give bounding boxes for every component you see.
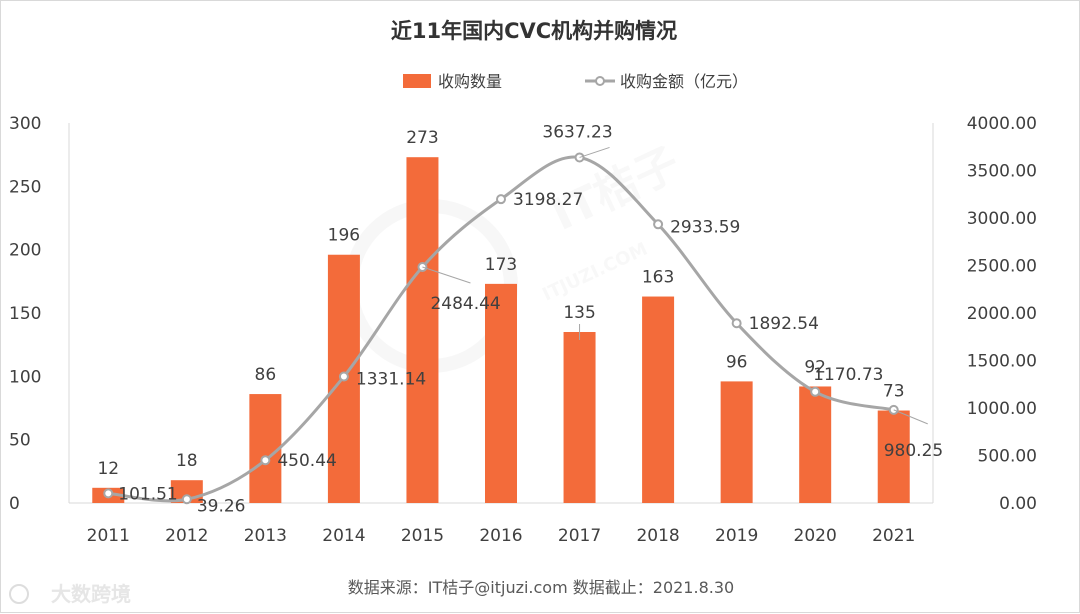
- line-value-label: 980.25: [884, 441, 943, 461]
- line-point: [496, 194, 506, 205]
- y-right-tick-label: 0.00: [999, 494, 1037, 514]
- x-tick-label: 2018: [636, 526, 679, 546]
- legend: 收购数量 收购金额（亿元）: [403, 72, 748, 91]
- chart-title: 近11年国内CVC机构并购情况: [391, 19, 677, 43]
- bar: [563, 332, 596, 503]
- x-tick-label: 2021: [872, 526, 915, 546]
- line-value-label: 1331.14: [356, 370, 426, 390]
- line-value-label: 2484.44: [430, 294, 500, 314]
- axes: 0501001502002503000.00500.001000.001500.…: [9, 114, 1037, 546]
- bar-value-label: 73: [883, 382, 905, 402]
- bar-value-label: 12: [97, 459, 119, 479]
- x-tick-label: 2012: [165, 526, 208, 546]
- y-right-tick-label: 3000.00: [967, 209, 1037, 229]
- bar-value-label: 173: [485, 255, 517, 275]
- bar-value-label: 196: [328, 226, 360, 246]
- line-value-label: 450.44: [277, 451, 336, 471]
- x-tick-label: 2011: [87, 526, 130, 546]
- y-left-tick-label: 0: [9, 494, 20, 514]
- source-note: 数据来源：IT桔子@itjuzi.com 数据截止：2021.8.30: [348, 578, 734, 597]
- line-value-label: 3637.23: [542, 122, 612, 142]
- bar-value-label: 135: [563, 303, 595, 323]
- y-right-tick-label: 500.00: [978, 447, 1037, 467]
- line-value-label: 2933.59: [670, 217, 740, 237]
- legend-bar-swatch: [403, 74, 431, 88]
- bar-value-label: 163: [642, 268, 674, 288]
- corner-watermark-text: 大数跨境: [51, 582, 131, 606]
- x-tick-label: 2015: [401, 526, 444, 546]
- bar-value-label: 273: [406, 128, 438, 148]
- line-point: [731, 318, 742, 329]
- corner-logo-icon: [9, 584, 29, 604]
- legend-bar-label: 收购数量: [438, 72, 502, 91]
- leader-line: [422, 266, 471, 284]
- watermark-subtext: ITJUZI.COM: [539, 239, 651, 306]
- bar: [877, 410, 910, 503]
- y-left-tick-label: 250: [9, 177, 41, 197]
- y-left-tick-label: 50: [9, 431, 31, 451]
- bar: [642, 296, 675, 503]
- y-left-tick-label: 200: [9, 241, 41, 261]
- legend-line-label: 收购金额（亿元）: [620, 72, 748, 91]
- bar-value-label: 96: [726, 352, 748, 372]
- line-value-label: 1170.73: [813, 365, 883, 385]
- leader-line: [893, 409, 928, 425]
- data-labels: 12 18 86 196 273 173 135 163 96 92 73 101.51 39.26 45…: [97, 122, 943, 516]
- y-left-tick-label: 300: [9, 114, 41, 134]
- line-value-label: 3198.27: [513, 190, 583, 210]
- x-tick-label: 2013: [244, 526, 287, 546]
- bar: [720, 381, 753, 503]
- legend-line-marker: [595, 76, 605, 86]
- line-point: [103, 488, 114, 499]
- corner-watermark: 大数跨境: [9, 582, 131, 606]
- y-right-tick-label: 4000.00: [967, 114, 1037, 134]
- bar-value-label: 86: [255, 365, 277, 385]
- y-left-tick-label: 150: [9, 304, 41, 324]
- bar: [799, 386, 832, 503]
- y-right-tick-label: 3500.00: [967, 162, 1037, 182]
- line-value-label: 39.26: [197, 496, 246, 516]
- x-tick-label: 2017: [558, 526, 601, 546]
- line-point: [338, 371, 349, 382]
- bar: [406, 157, 439, 503]
- line-value-label: 1892.54: [749, 314, 819, 334]
- line-point: [653, 219, 664, 230]
- line-value-label: 101.51: [118, 484, 177, 504]
- y-right-tick-label: 1000.00: [967, 399, 1037, 419]
- watermark-logo: IT桔子 ITJUZI.COM: [344, 138, 687, 373]
- y-right-tick-label: 2000.00: [967, 304, 1037, 324]
- bar: [485, 283, 517, 503]
- bar-series: [92, 157, 910, 503]
- line-series: [103, 152, 899, 505]
- line-point: [260, 455, 271, 466]
- line-point: [181, 494, 192, 505]
- x-tick-label: 2014: [322, 526, 365, 546]
- y-left-tick-label: 100: [9, 367, 41, 387]
- x-tick-label: 2019: [715, 526, 758, 546]
- bar-value-label: 92: [804, 357, 826, 377]
- line-point: [810, 386, 821, 397]
- y-right-tick-label: 1500.00: [967, 352, 1037, 372]
- x-tick-label: 2020: [794, 526, 837, 546]
- bar-value-label: 18: [176, 451, 198, 471]
- x-tick-label: 2016: [479, 526, 522, 546]
- y-right-tick-label: 2500.00: [967, 257, 1037, 277]
- leader-line: [579, 146, 610, 158]
- bar: [249, 394, 282, 503]
